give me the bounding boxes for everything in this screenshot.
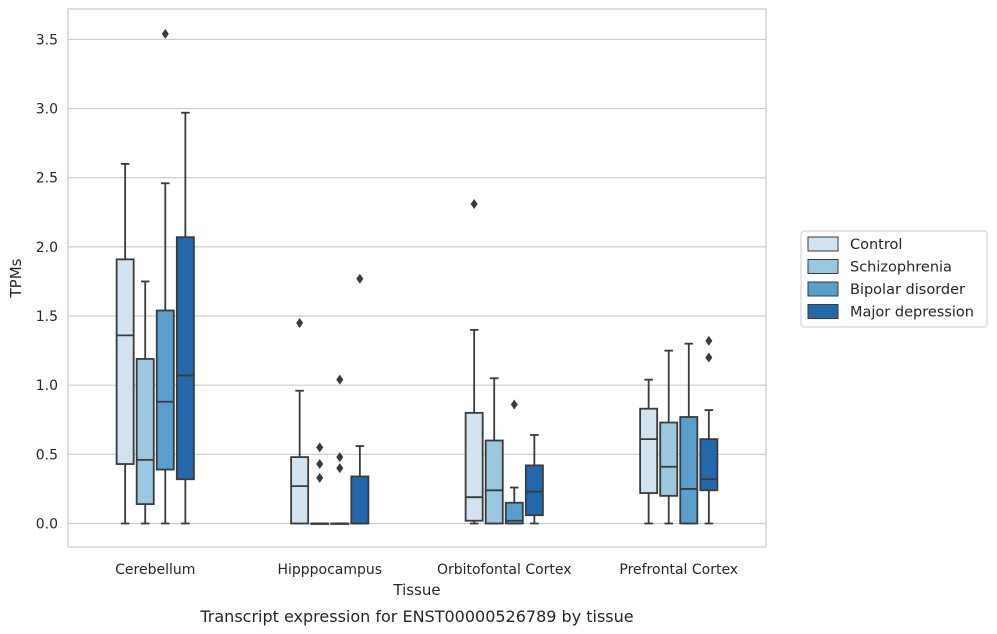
legend-label: Bipolar disorder [850, 282, 965, 298]
box-schizophrenia [484, 377, 504, 525]
legend-swatch [807, 259, 839, 274]
plot-frame [67, 8, 767, 548]
y-tick-label: 3.0 [36, 102, 58, 118]
box-iqr [699, 438, 719, 492]
legend-label: Control [850, 237, 902, 253]
box-iqr [504, 501, 524, 525]
y-tick-label: 3.5 [36, 32, 58, 48]
box-iqr [659, 421, 679, 497]
x-tick-label: Prefrontal Cortex [619, 562, 738, 578]
legend: Control Schizophrenia Bipolar disorder Majo… [800, 230, 988, 328]
x-tick-labels: Cerebellum Hipppocampus Orbitofontal Corte… [115, 562, 738, 578]
outlier-point [510, 399, 518, 410]
outlier-point [316, 472, 324, 483]
box-iqr [464, 411, 484, 522]
box-iqr [290, 456, 310, 525]
box-iqr [350, 475, 370, 525]
y-tick-label: 0.0 [36, 516, 58, 532]
outlier-point [316, 442, 324, 453]
outlier-point [470, 199, 478, 210]
box-bipolar-disorder [330, 374, 350, 525]
box-major-depression [524, 434, 544, 525]
outlier-point [356, 273, 364, 284]
outlier-point [316, 459, 324, 470]
outlier-point [336, 463, 344, 474]
outlier-point [336, 374, 344, 385]
x-tick-label: Cerebellum [115, 562, 195, 578]
y-tick-label: 1.5 [36, 309, 58, 325]
outlier-point [705, 335, 713, 346]
y-axis-label: TPMs [7, 258, 25, 298]
box-control [639, 378, 659, 525]
box-iqr [135, 358, 155, 506]
y-tick-label: 0.5 [36, 447, 58, 463]
box-iqr [484, 439, 504, 525]
y-tick-labels: 0.0 0.5 1.0 1.5 2.0 2.5 3.0 3.5 [36, 32, 58, 532]
box-iqr [679, 416, 699, 525]
box-bipolar-disorder [504, 399, 524, 525]
box-schizophrenia [659, 349, 679, 525]
chart-caption: Transcript expression for ENST0000052678… [199, 607, 633, 626]
box-iqr [115, 258, 135, 465]
box-schizophrenia [135, 280, 155, 525]
legend-label: Major depression [850, 305, 974, 321]
x-tick-label: Hipppocampus [277, 562, 382, 578]
box-iqr [639, 407, 659, 494]
outlier-point [705, 352, 713, 363]
box-major-depression [350, 273, 370, 525]
box-control [115, 162, 135, 525]
outlier-point [161, 28, 169, 39]
outlier-point [336, 452, 344, 463]
box-control [290, 317, 310, 525]
x-axis-label: Tissue [392, 581, 440, 599]
box-iqr [175, 236, 195, 481]
legend-swatch [807, 236, 839, 252]
box-schizophrenia [310, 442, 330, 525]
box-iqr [155, 309, 175, 471]
legend-frame [800, 230, 988, 328]
box-iqr [524, 464, 544, 517]
box-major-depression [175, 111, 195, 525]
y-tick-label: 2.5 [36, 171, 58, 187]
outlier-point [296, 317, 304, 328]
legend-swatch [807, 281, 839, 297]
box-major-depression [699, 335, 719, 525]
box-bipolar-disorder [155, 28, 175, 525]
x-tick-label: Orbitofontal Cortex [437, 562, 572, 578]
legend-label: Schizophrenia [850, 260, 952, 276]
y-tick-label: 2.0 [36, 240, 58, 256]
box-groups [115, 28, 719, 525]
y-tick-label: 1.0 [36, 378, 58, 394]
box-bipolar-disorder [679, 342, 699, 525]
legend-swatch [807, 304, 839, 319]
box-control [464, 199, 484, 525]
